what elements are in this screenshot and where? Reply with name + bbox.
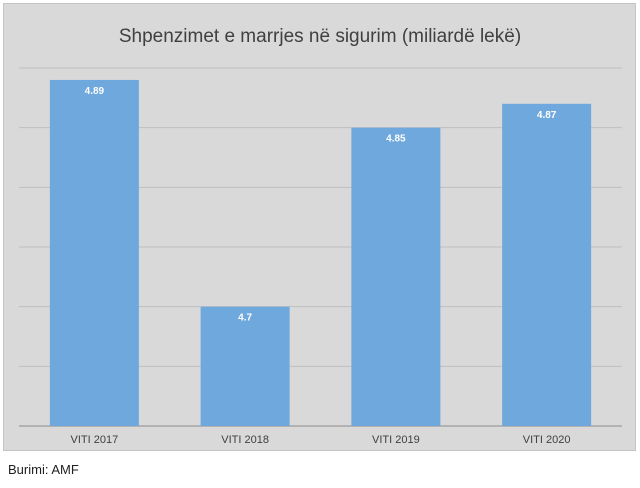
data-label: 4.85 (386, 134, 406, 145)
data-labels: 4.89 4.7 4.85 4.87 (85, 86, 557, 324)
bar (351, 127, 441, 427)
x-tick-label: VITI 2019 (372, 434, 420, 446)
bar-chart: Shpenzimet e marrjes në sigurim (miliard… (19, 26, 622, 446)
x-tick-labels: VITI 2017 VITI 2018 VITI 2019 VITI 2020 (71, 434, 571, 446)
x-tick-label: VITI 2020 (523, 434, 571, 446)
bar (200, 306, 290, 426)
bar (49, 79, 139, 426)
bar (502, 103, 592, 427)
bars (49, 79, 592, 427)
source-note: Burimi: AMF (8, 462, 79, 477)
data-label: 4.89 (85, 86, 105, 97)
x-tick-label: VITI 2018 (221, 434, 269, 446)
chart-title: Shpenzimet e marrjes në sigurim (miliard… (119, 26, 521, 47)
x-tick-label: VITI 2017 (71, 434, 119, 446)
chart-area: Shpenzimet e marrjes në sigurim (miliard… (3, 3, 636, 451)
data-label: 4.87 (537, 110, 557, 121)
data-label: 4.7 (238, 313, 252, 324)
